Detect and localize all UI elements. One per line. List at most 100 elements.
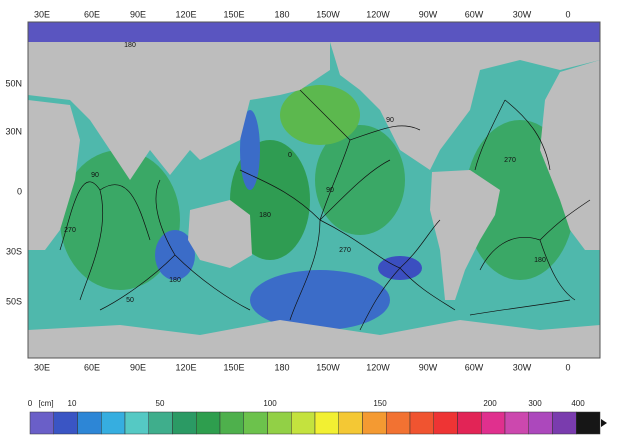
contour-label: 180 [124,42,136,49]
lon-label: 60E [84,9,100,19]
colorbar-swatch [124,411,149,435]
arctic-region [28,22,600,42]
cotidal-line [299,89,421,221]
land-africa [28,100,80,250]
colorbar-label: 50 [156,399,165,408]
colorbar-swatch [172,411,197,435]
cotidal-lines [59,89,591,331]
lon-label: 90E [130,362,146,372]
lon-label: 0 [565,362,570,372]
ocean-region [60,150,180,290]
contour-label: 180 [259,212,271,219]
lon-label: 90W [419,9,438,19]
lon-label: 90W [419,362,438,372]
colorbar-label: 200 [483,399,497,408]
lon-label: 120E [175,362,196,372]
colorbar-swatch [29,411,54,435]
colorbar-swatch [314,411,339,435]
colorbar-swatch [267,411,292,435]
lat-label: 50S [6,296,22,306]
cotidal-line [359,219,456,331]
colorbar-label: [cm] [38,399,53,408]
ocean-region [250,270,390,330]
ocean-region [280,85,360,145]
lon-label: 120W [366,9,390,19]
lon-label: 30E [34,9,50,19]
colorbar-swatch [504,411,529,435]
colorbar-swatch [576,411,601,435]
colorbar-swatch [409,411,434,435]
contour-label: 90 [386,117,394,124]
lat-label: 0 [17,186,22,196]
contour-label: 90 [326,187,334,194]
map-frame [27,21,601,359]
cotidal-line [469,99,571,316]
lon-label: 30W [513,9,532,19]
lon-label: 0 [565,9,570,19]
lon-label: 180 [274,9,289,19]
colorbar-swatch [362,411,387,435]
colorbar-label: 300 [528,399,542,408]
cotidal-line [99,179,251,311]
lon-label: 150E [223,9,244,19]
lat-label: 30S [6,246,22,256]
lon-label: 30W [513,362,532,372]
contour-label: 50 [126,297,134,304]
contour-label: 180 [169,277,181,284]
land-australia [188,200,252,268]
lon-label: 60W [465,9,484,19]
colorbar-swatch [148,411,173,435]
lon-label: 90E [130,9,146,19]
land-antarctica [28,320,600,358]
colorbar-swatch [291,411,316,435]
lon-label: 60W [465,362,484,372]
colorbar-swatch [196,411,221,435]
colorbar-swatch [53,411,78,435]
cotidal-line [479,199,591,301]
land-north-america [330,42,600,170]
land-south-america [430,170,500,300]
lat-label: 30N [5,126,22,136]
colorbar-arrow [601,419,607,427]
lon-label: 120E [175,9,196,19]
contour-label: 270 [504,157,516,164]
colorbar-label: 10 [68,399,77,408]
contour-label: 270 [339,247,351,254]
lon-label: 150E [223,362,244,372]
colorbar-label: 0 [28,399,33,408]
ocean-region [240,110,260,190]
land-eurasia [28,42,330,180]
colorbar-swatch [219,411,244,435]
cotidal-line [59,181,151,301]
contour-label: 180 [534,257,546,264]
colorbar-swatch [77,411,102,435]
colorbar-swatch [243,411,268,435]
contour-label: 0 [288,152,292,159]
lon-label: 120W [366,362,390,372]
colorbar-swatch [433,411,458,435]
lon-label: 150W [316,362,340,372]
lat-label: 50N [5,78,22,88]
lon-label: 60E [84,362,100,372]
colorbar-label: 150 [373,399,387,408]
cotidal-line [239,159,401,321]
map [27,21,601,359]
land-africa-east [540,60,600,250]
colorbar-swatch [338,411,363,435]
contour-label: 90 [91,172,99,179]
lon-label: 150W [316,9,340,19]
contour-label: 270 [64,227,76,234]
colorbar-swatch [386,411,411,435]
colorbar-swatch [552,411,577,435]
colorbar-label: 100 [263,399,277,408]
colorbar-swatch [528,411,553,435]
colorbar-swatch [101,411,126,435]
colorbar-swatch [457,411,482,435]
lon-label: 30E [34,362,50,372]
colorbar-label: 400 [571,399,585,408]
ocean-region [315,125,405,235]
lon-label: 180 [274,362,289,372]
colorbar-swatch [481,411,506,435]
